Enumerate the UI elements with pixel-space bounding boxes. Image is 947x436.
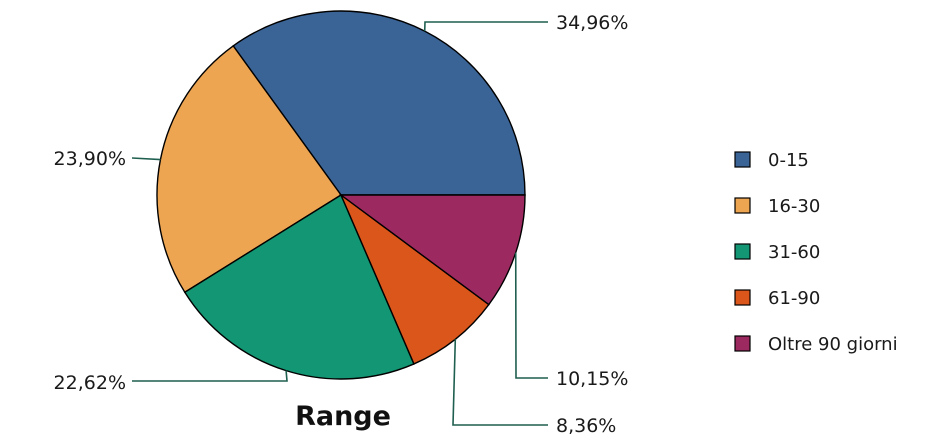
leader-line: [423, 21, 548, 32]
chart-title: Range: [295, 401, 391, 432]
leader-line: [132, 370, 288, 382]
legend-swatch: [734, 243, 751, 260]
pie-slices: [156, 10, 526, 380]
legend: 0-15 16-30 31-60 61-90 Oltre 90 giorni: [734, 150, 898, 355]
legend-label: 16-30: [768, 196, 820, 217]
percent-label: 34,96%: [556, 12, 628, 34]
percent-label: 23,90%: [54, 148, 126, 170]
leader-line: [452, 339, 548, 426]
percent-labels: 34,96% 23,90% 22,62% 8,36% 10,15%: [54, 12, 629, 436]
leader-lines: [131, 21, 548, 426]
legend-swatch: [734, 197, 751, 214]
pie-slice-oltre-90-giorni: [338, 194, 526, 306]
legend-swatch: [734, 335, 751, 352]
percent-label: 22,62%: [54, 372, 126, 394]
leader-line: [514, 252, 548, 379]
pie-slice-61-90: [339, 192, 490, 365]
percent-label: 10,15%: [556, 368, 628, 390]
legend-label: 31-60: [768, 242, 820, 263]
legend-label: Oltre 90 giorni: [768, 334, 898, 355]
legend-swatch: [734, 289, 751, 306]
leader-line: [131, 157, 161, 161]
legend-label: 61-90: [768, 288, 820, 309]
legend-swatch: [734, 151, 751, 168]
percent-label: 8,36%: [556, 415, 616, 436]
pie-slice-16-30: [156, 44, 343, 294]
legend-label: 0-15: [768, 150, 809, 171]
